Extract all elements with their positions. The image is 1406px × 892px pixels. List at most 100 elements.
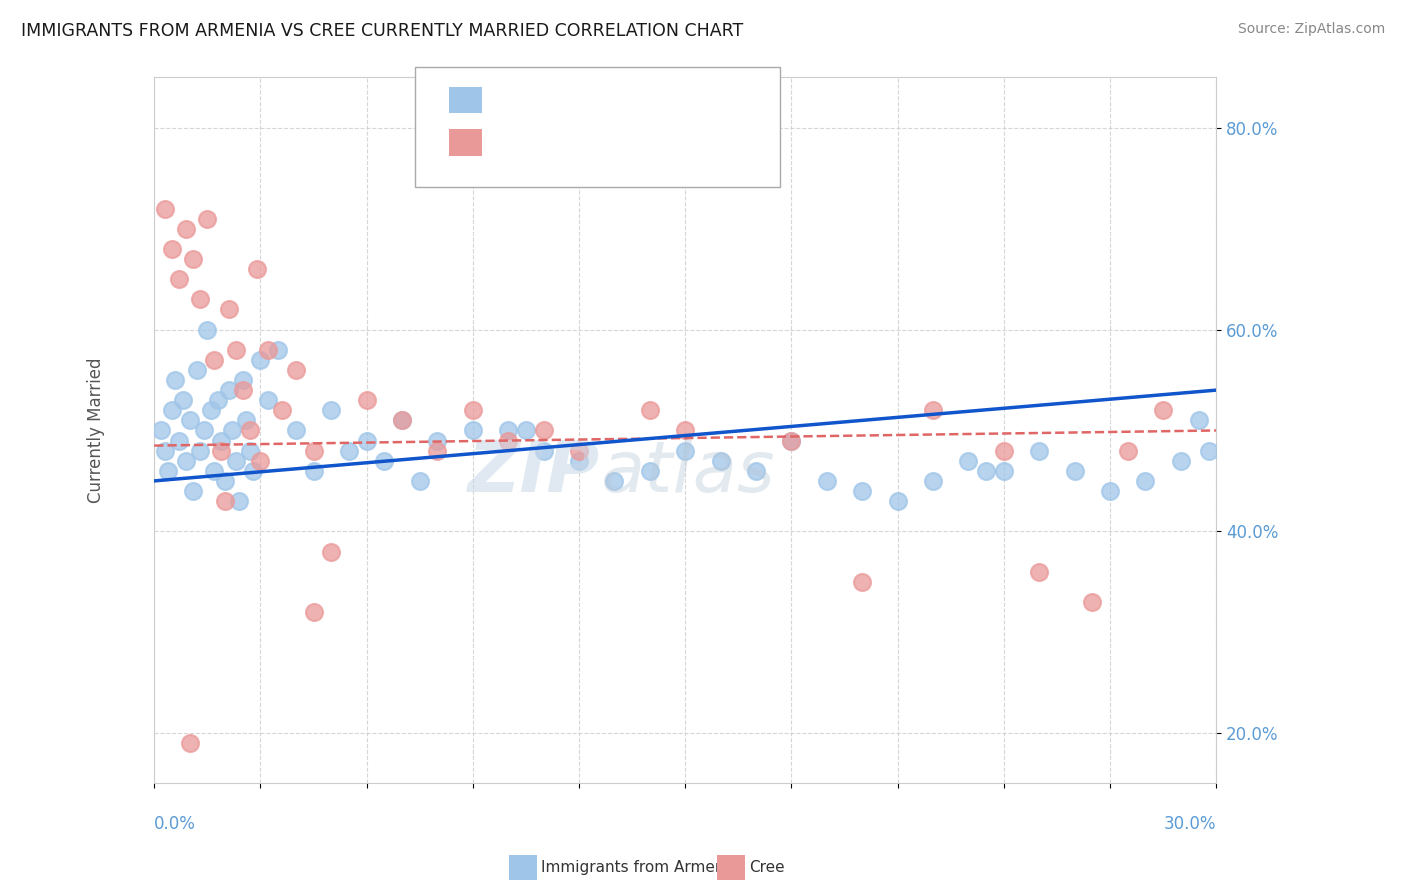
Point <box>993 464 1015 478</box>
Point <box>373 454 395 468</box>
Point <box>284 424 307 438</box>
Point <box>239 424 262 438</box>
Point <box>225 343 247 357</box>
Point <box>270 403 292 417</box>
Point <box>167 272 190 286</box>
Point <box>638 464 661 478</box>
Point <box>207 393 229 408</box>
Point <box>188 293 211 307</box>
Point <box>249 454 271 468</box>
Text: Immigrants from Armenia: Immigrants from Armenia <box>541 860 738 874</box>
Point <box>461 424 484 438</box>
Point <box>242 464 264 478</box>
Point <box>165 373 187 387</box>
Point <box>225 454 247 468</box>
Point <box>302 464 325 478</box>
Point <box>1152 403 1174 417</box>
Point <box>321 403 343 417</box>
Point <box>211 434 233 448</box>
Point <box>922 474 945 488</box>
Point <box>267 343 290 357</box>
Point <box>202 464 225 478</box>
Point <box>568 454 591 468</box>
Point <box>232 373 254 387</box>
Point <box>153 202 176 216</box>
Point <box>993 443 1015 458</box>
Text: Cree: Cree <box>749 860 785 874</box>
Point <box>200 403 222 417</box>
Point <box>780 434 803 448</box>
Point <box>284 363 307 377</box>
Point <box>160 403 183 417</box>
Point <box>426 443 449 458</box>
Point <box>249 352 271 367</box>
Point <box>153 443 176 458</box>
Point <box>356 393 378 408</box>
Point <box>1187 413 1209 427</box>
Point <box>533 424 555 438</box>
Point <box>179 736 201 750</box>
Point <box>321 544 343 558</box>
Point <box>256 343 278 357</box>
Text: R = 0.052    N = 40: R = 0.052 N = 40 <box>489 134 673 152</box>
Point <box>515 424 537 438</box>
Point <box>568 443 591 458</box>
Point <box>673 424 696 438</box>
Point <box>214 494 236 508</box>
Text: 0.0%: 0.0% <box>155 815 195 833</box>
Point <box>202 352 225 367</box>
Point <box>1116 443 1139 458</box>
Point <box>1063 464 1085 478</box>
Point <box>356 434 378 448</box>
Point <box>673 443 696 458</box>
Point <box>780 434 803 448</box>
Point <box>181 483 204 498</box>
Point <box>246 262 269 277</box>
Point <box>974 464 997 478</box>
Point <box>638 403 661 417</box>
Point <box>533 443 555 458</box>
Point <box>188 443 211 458</box>
Text: atlas: atlas <box>600 438 775 508</box>
Point <box>181 252 204 266</box>
Point <box>150 424 173 438</box>
Point <box>221 424 243 438</box>
Point <box>957 454 980 468</box>
Point <box>922 403 945 417</box>
Point <box>745 464 768 478</box>
Point <box>160 242 183 256</box>
Point <box>461 403 484 417</box>
Point <box>218 383 240 397</box>
Point <box>426 434 449 448</box>
Point <box>167 434 190 448</box>
Point <box>174 221 197 235</box>
Point <box>710 454 733 468</box>
Point <box>214 474 236 488</box>
Point <box>496 434 519 448</box>
Point <box>1028 443 1050 458</box>
Text: Currently Married: Currently Married <box>87 358 105 503</box>
Point <box>228 494 250 508</box>
Point <box>218 302 240 317</box>
Point <box>157 464 180 478</box>
Point <box>851 574 873 589</box>
Point <box>603 474 626 488</box>
Point <box>186 363 208 377</box>
Point <box>1170 454 1192 468</box>
Point <box>1081 595 1104 609</box>
Point <box>211 443 233 458</box>
Text: ZIP: ZIP <box>468 438 600 508</box>
Point <box>174 454 197 468</box>
Point <box>1135 474 1157 488</box>
Text: Source: ZipAtlas.com: Source: ZipAtlas.com <box>1237 22 1385 37</box>
Point <box>235 413 257 427</box>
Point <box>239 443 262 458</box>
Point <box>391 413 413 427</box>
Point <box>302 443 325 458</box>
Point <box>409 474 432 488</box>
Point <box>391 413 413 427</box>
Point <box>172 393 194 408</box>
Point <box>256 393 278 408</box>
Point <box>193 424 215 438</box>
Point <box>1028 565 1050 579</box>
